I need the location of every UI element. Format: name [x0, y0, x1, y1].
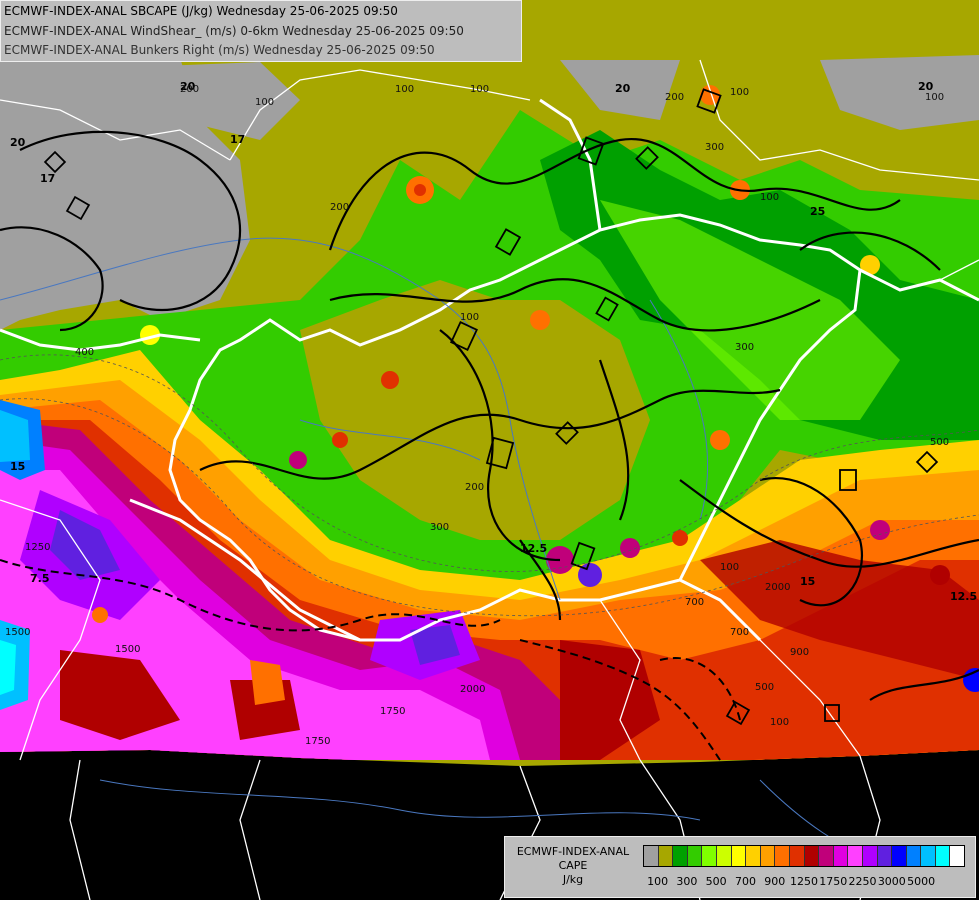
contour-label: 15 [800, 575, 815, 588]
legend-swatch [906, 846, 922, 866]
cape-label: 200 [665, 92, 684, 103]
small-cells [43, 88, 939, 726]
title-line-windshear: ECMWF-INDEX-ANAL WindShear_ (m/s) 0-6km … [4, 24, 464, 38]
contour-label: 12.5 [950, 590, 977, 603]
cape-label: 200 [180, 84, 199, 95]
title-box: ECMWF-INDEX-ANAL SBCAPE (J/kg) Wednesday… [0, 0, 522, 62]
contour-label: 15 [10, 460, 25, 473]
legend-swatch [731, 846, 747, 866]
cape-label: 1250 [25, 542, 50, 553]
contour-label: 25 [810, 205, 825, 218]
legend-title-model: ECMWF-INDEX-ANAL [516, 845, 630, 858]
legend-swatch [892, 846, 907, 866]
contour-label: 20 [615, 82, 631, 95]
legend-swatch [716, 846, 732, 866]
legend-swatch [760, 846, 776, 866]
cape-label: 100 [255, 97, 274, 108]
legend-color-bar [643, 845, 965, 867]
contour-label: 17 [40, 172, 55, 185]
contour-label: 20 [918, 80, 934, 93]
cape-label: 100 [760, 192, 779, 203]
legend-tick-label: 900 [764, 875, 786, 888]
cape-label: 200 [330, 202, 349, 213]
cape-label: 100 [770, 717, 789, 728]
cape-label: 500 [755, 682, 774, 693]
cape-label: 100 [470, 84, 489, 95]
legend-swatch [658, 846, 674, 866]
cape-label: 900 [790, 647, 809, 658]
cape-label: 1500 [115, 644, 140, 655]
cape-label: 1750 [305, 736, 330, 747]
title-line-bunkers: ECMWF-INDEX-ANAL Bunkers Right (m/s) Wed… [4, 43, 435, 57]
cape-label: 1500 [5, 627, 30, 638]
contour-labels: 20 17 17 20 20 25 20 12.5 15 7.5 15 12.5 [10, 80, 977, 603]
legend-title-unit: J/kg [562, 873, 584, 886]
legend-tick-label: 500 [705, 875, 727, 888]
cape-label: 2000 [765, 582, 790, 593]
cape-label: 300 [705, 142, 724, 153]
bunkers-dashed-contours [0, 559, 741, 761]
cape-label: 100 [730, 87, 749, 98]
cape-label: 2000 [460, 684, 485, 695]
legend-swatch [921, 846, 936, 866]
contour-label: 20 [10, 136, 26, 149]
legend-tick-label: 1750 [819, 875, 848, 888]
legend-swatch [673, 846, 688, 866]
cape-label: 500 [930, 437, 949, 448]
cape-label: 300 [430, 522, 449, 533]
legend-swatch [877, 846, 893, 866]
contour-label: 20 [180, 80, 196, 93]
legend-swatch [789, 846, 805, 866]
cape-label: 100 [925, 92, 944, 103]
cape-label: 200 [465, 482, 484, 493]
legend-tick-label: 3000 [877, 875, 906, 888]
legend-tick-label: 5000 [907, 875, 936, 888]
legend-swatch [687, 846, 703, 866]
title-line-sbcape: ECMWF-INDEX-ANAL SBCAPE (J/kg) Wednesday… [4, 4, 398, 18]
cape-label: 1750 [380, 706, 405, 717]
contour-label: 12.5 [520, 542, 547, 555]
legend-tick-label: 700 [734, 875, 756, 888]
cape-label: 700 [685, 597, 704, 608]
cape-label: 700 [730, 627, 749, 638]
legend-title: ECMWF-INDEX-ANAL CAPE J/kg [509, 845, 637, 887]
color-legend: ECMWF-INDEX-ANAL CAPE J/kg 100 300 500 700 9… [504, 836, 976, 898]
cape-label: 100 [395, 84, 414, 95]
legend-swatch [950, 846, 965, 866]
legend-title-variable: CAPE [558, 859, 588, 872]
legend-swatch [644, 846, 659, 866]
wind-shear-contours [0, 130, 979, 701]
legend-tick-label: 2250 [848, 875, 877, 888]
cape-label: 300 [735, 342, 754, 353]
legend-swatch [746, 846, 761, 866]
legend-tick-label: 1250 [790, 875, 818, 888]
cape-contours [0, 354, 979, 617]
cape-labels: 100 200 100 100 200 300 100 200 100 300 … [5, 84, 949, 747]
contour-label: 7.5 [30, 572, 50, 585]
cape-label: 400 [75, 347, 94, 358]
legend-swatch [702, 846, 717, 866]
legend-swatch [804, 846, 820, 866]
legend-swatch [819, 846, 834, 866]
legend-tick-label: 300 [676, 875, 698, 888]
legend-swatch [833, 846, 849, 866]
country-borders [0, 98, 979, 642]
cape-label: 100 [460, 312, 479, 323]
cape-label: 100 [720, 562, 739, 573]
legend-swatch [848, 846, 863, 866]
legend-tick-label: 100 [647, 875, 669, 888]
contour-label: 17 [230, 133, 245, 146]
legend-swatch [775, 846, 790, 866]
legend-swatch [862, 846, 878, 866]
legend-swatch [935, 846, 951, 866]
